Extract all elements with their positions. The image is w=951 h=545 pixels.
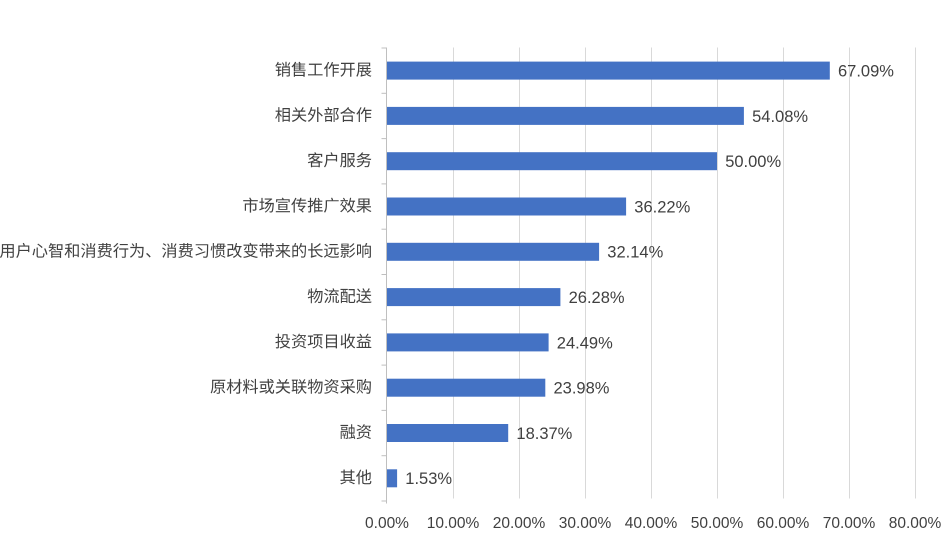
svg-text:1.53%: 1.53% <box>405 470 452 488</box>
svg-text:20.00%: 20.00% <box>493 515 546 532</box>
svg-text:67.09%: 67.09% <box>838 63 894 81</box>
svg-text:40.00%: 40.00% <box>625 515 678 532</box>
svg-text:80.00%: 80.00% <box>889 515 942 532</box>
svg-text:54.08%: 54.08% <box>752 108 808 126</box>
svg-text:26.28%: 26.28% <box>569 289 625 307</box>
svg-text:50.00%: 50.00% <box>725 153 781 171</box>
svg-text:70.00%: 70.00% <box>823 515 876 532</box>
svg-text:18.37%: 18.37% <box>516 425 572 443</box>
svg-text:50.00%: 50.00% <box>691 515 744 532</box>
svg-text:0.00%: 0.00% <box>365 515 409 532</box>
svg-text:24.49%: 24.49% <box>557 334 613 352</box>
svg-text:60.00%: 60.00% <box>757 515 810 532</box>
svg-text:36.22%: 36.22% <box>634 198 690 216</box>
svg-text:30.00%: 30.00% <box>559 515 612 532</box>
svg-text:32.14%: 32.14% <box>607 244 663 262</box>
svg-text:10.00%: 10.00% <box>427 515 480 532</box>
svg-text:23.98%: 23.98% <box>554 380 610 398</box>
